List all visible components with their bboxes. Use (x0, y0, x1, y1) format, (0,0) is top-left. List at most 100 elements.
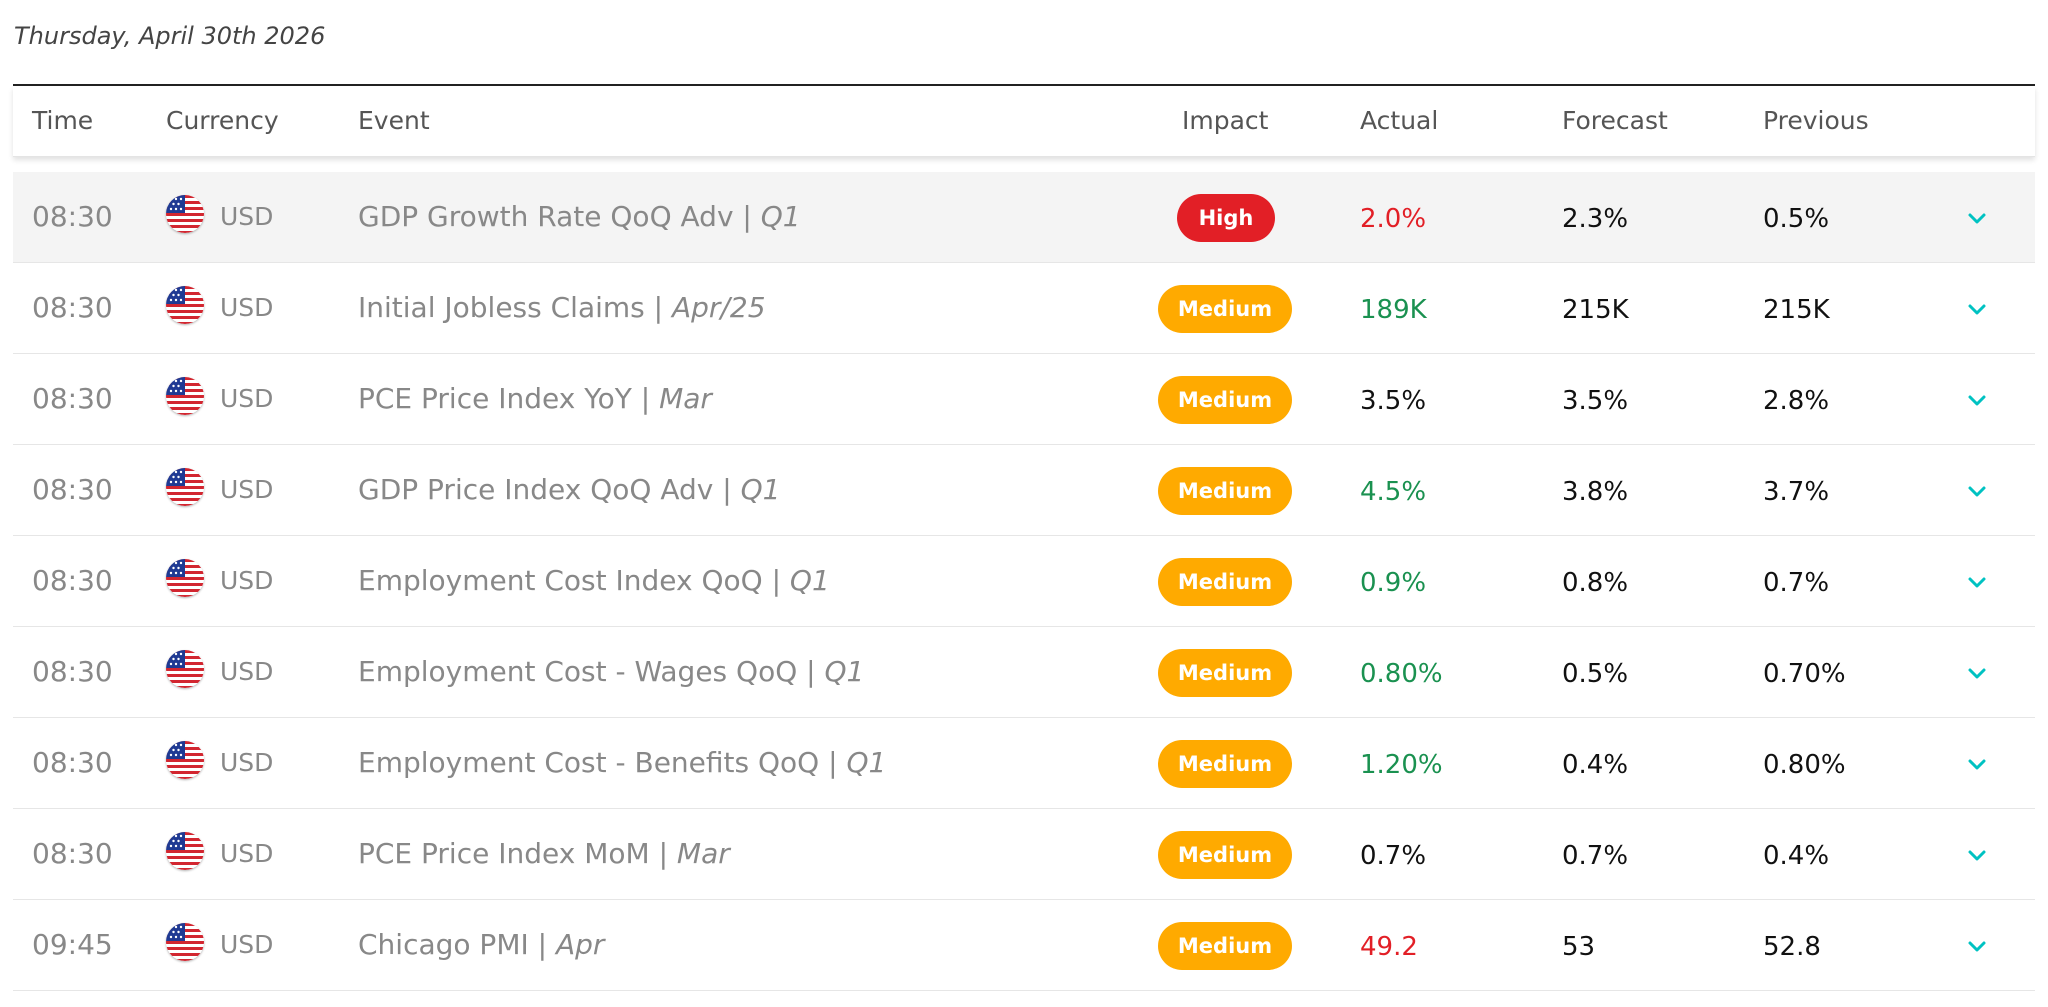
us-flag-icon (166, 559, 204, 597)
chevron-down-icon[interactable] (1965, 388, 1989, 412)
event-title[interactable]: Initial Jobless Claims | Apr/25 (358, 291, 766, 324)
impact-badge: Medium (1158, 285, 1292, 333)
event-separator: | (733, 200, 761, 233)
event-row[interactable]: 08:30 USD (13, 263, 2035, 354)
event-currency: USD (220, 293, 274, 322)
impact-badge: Medium (1158, 376, 1292, 424)
actual-value: 3.5% (1360, 386, 1427, 416)
us-flag-icon (166, 832, 204, 870)
us-flag-icon (166, 286, 204, 324)
event-separator: | (713, 473, 741, 506)
previous-value: 2.8% (1763, 386, 1830, 416)
event-title[interactable]: Employment Cost Index QoQ | Q1 (358, 564, 830, 597)
event-separator: | (649, 837, 677, 870)
previous-value: 0.80% (1763, 750, 1846, 780)
forecast-value: 2.3% (1562, 204, 1629, 234)
event-name: PCE Price Index MoM (358, 837, 650, 870)
chevron-down-icon[interactable] (1965, 661, 1989, 685)
actual-value: 189K (1360, 295, 1427, 325)
us-flag-icon (166, 650, 204, 688)
us-flag-icon (166, 195, 204, 233)
event-period: Mar (659, 382, 712, 415)
event-currency: USD (220, 566, 274, 595)
event-row[interactable]: 08:30 USD (13, 809, 2035, 900)
event-row[interactable]: 08:30 USD (13, 718, 2035, 809)
previous-value: 52.8 (1763, 932, 1821, 962)
chevron-down-icon[interactable] (1965, 297, 1989, 321)
chevron-down-icon[interactable] (1965, 479, 1989, 503)
actual-value: 49.2 (1360, 932, 1418, 962)
event-rows: 08:30 USD (13, 172, 2035, 991)
event-time: 08:30 (32, 837, 113, 870)
chevron-down-icon[interactable] (1965, 843, 1989, 867)
event-title[interactable]: Chicago PMI | Apr (358, 928, 604, 961)
event-name: Employment Cost - Benefits QoQ (358, 746, 820, 779)
event-title[interactable]: GDP Growth Rate QoQ Adv | Q1 (358, 200, 801, 233)
event-title[interactable]: Employment Cost - Benefits QoQ | Q1 (358, 746, 886, 779)
previous-value: 0.7% (1763, 568, 1830, 598)
previous-value: 215K (1763, 295, 1830, 325)
event-time: 08:30 (32, 473, 113, 506)
event-currency: USD (220, 657, 274, 686)
forecast-value: 0.4% (1562, 750, 1629, 780)
header-currency: Currency (166, 106, 279, 135)
event-title[interactable]: GDP Price Index QoQ Adv | Q1 (358, 473, 780, 506)
impact-badge: Medium (1158, 831, 1292, 879)
event-separator: | (797, 655, 825, 688)
event-currency: USD (220, 384, 274, 413)
forecast-value: 53 (1562, 932, 1596, 962)
chevron-down-icon[interactable] (1965, 206, 1989, 230)
event-row[interactable]: 08:30 USD (13, 445, 2035, 536)
event-separator: | (644, 291, 672, 324)
event-period: Apr/25 (672, 291, 766, 324)
event-currency: USD (220, 202, 274, 231)
impact-badge: Medium (1158, 649, 1292, 697)
us-flag-icon (166, 468, 204, 506)
us-flag-icon (166, 923, 204, 961)
actual-value: 2.0% (1360, 204, 1427, 234)
event-period: Apr (555, 928, 605, 961)
event-separator: | (528, 928, 556, 961)
actual-value: 4.5% (1360, 477, 1427, 507)
impact-badge: Medium (1158, 467, 1292, 515)
event-period: Mar (676, 837, 730, 870)
event-name: Chicago PMI (358, 928, 529, 961)
event-title[interactable]: Employment Cost - Wages QoQ | Q1 (358, 655, 864, 688)
event-name: PCE Price Index YoY (358, 382, 632, 415)
forecast-value: 0.5% (1562, 659, 1629, 689)
event-currency: USD (220, 930, 274, 959)
previous-value: 0.70% (1763, 659, 1846, 689)
event-row[interactable]: 08:30 USD (13, 354, 2035, 445)
event-currency: USD (220, 839, 274, 868)
header-actual: Actual (1360, 106, 1439, 135)
event-row[interactable]: 08:30 USD (13, 536, 2035, 627)
forecast-value: 0.7% (1562, 841, 1629, 871)
chevron-down-icon[interactable] (1965, 752, 1989, 776)
impact-badge: Medium (1158, 922, 1292, 970)
event-name: Employment Cost Index QoQ (358, 564, 763, 597)
header-event: Event (358, 106, 430, 135)
event-name: Initial Jobless Claims (358, 291, 645, 324)
event-title[interactable]: PCE Price Index YoY | Mar (358, 382, 712, 415)
event-time: 08:30 (32, 200, 113, 233)
chevron-down-icon[interactable] (1965, 934, 1989, 958)
event-row[interactable]: 09:45 USD (13, 900, 2035, 991)
actual-value: 1.20% (1360, 750, 1443, 780)
forecast-value: 0.8% (1562, 568, 1629, 598)
event-period: Q1 (760, 200, 801, 233)
previous-value: 0.5% (1763, 204, 1830, 234)
chevron-down-icon[interactable] (1965, 570, 1989, 594)
event-period: Q1 (846, 746, 887, 779)
economic-calendar-table: Time Currency Event Impact Actual Foreca… (13, 84, 2035, 991)
event-time: 08:30 (32, 291, 113, 324)
event-row[interactable]: 08:30 USD (13, 627, 2035, 718)
impact-badge: High (1177, 194, 1275, 242)
event-separator: | (819, 746, 847, 779)
actual-value: 0.7% (1360, 841, 1427, 871)
forecast-value: 215K (1562, 295, 1629, 325)
event-period: Q1 (824, 655, 865, 688)
impact-badge: Medium (1158, 558, 1292, 606)
event-currency: USD (220, 748, 274, 777)
event-title[interactable]: PCE Price Index MoM | Mar (358, 837, 730, 870)
event-row[interactable]: 08:30 USD (13, 172, 2035, 263)
